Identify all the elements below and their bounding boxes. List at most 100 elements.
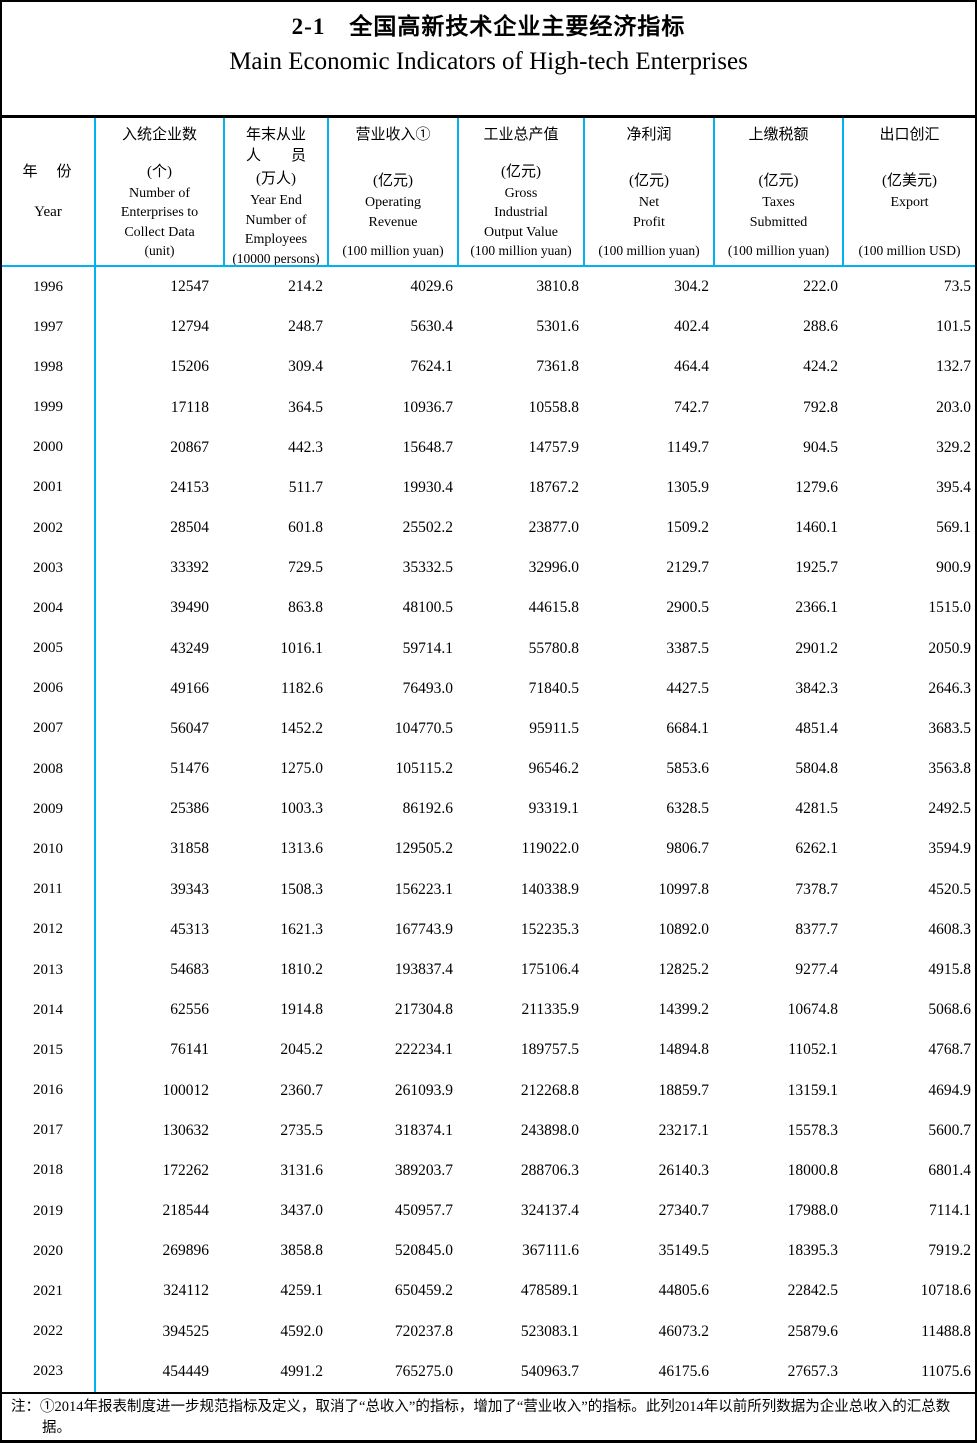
value-cell: 1810.2: [280, 961, 323, 978]
column-header-en: Year End: [250, 193, 302, 208]
column-header-zh: 入统企业数: [121, 127, 197, 143]
value-cell: 364.5: [288, 398, 323, 416]
value-cell: 189757.5: [520, 1041, 579, 1059]
value-cell: 4427.5: [666, 679, 709, 697]
year-cell: 2014: [2, 990, 96, 1031]
year-cell: 2007: [2, 708, 96, 750]
value-cell: 395.4: [936, 478, 971, 496]
table-row: 1998 15206 309.4 7624.1 7361.8 464.4 424.2 132.…: [2, 347, 975, 388]
value-cell: 7361.8: [536, 358, 579, 376]
value-cell: 222.0: [803, 278, 838, 296]
value-cell: 27340.7: [658, 1202, 709, 1220]
value-cell: 7919.2: [928, 1242, 971, 1260]
page-title-zh: 2-1 全国高新技术企业主要经济指标: [291, 14, 686, 39]
value-cell: 1460.1: [795, 519, 838, 537]
value-cell: 304.2: [674, 278, 709, 296]
value-cell: 6684.1: [666, 719, 709, 737]
value-cell: 167743.9: [394, 920, 453, 938]
value-cell: 324112: [163, 1282, 209, 1300]
value-cell: 152235.3: [520, 920, 579, 938]
value-cell: 56047: [170, 719, 209, 737]
value-cell: 49166: [170, 679, 209, 697]
value-cell: 10997.8: [658, 880, 709, 898]
year-cell: 2018: [2, 1150, 96, 1191]
value-cell: 318374.1: [394, 1121, 453, 1139]
value-cell: 6328.5: [666, 800, 709, 818]
value-cell: 46073.2: [658, 1322, 709, 1340]
value-cell: 10892.0: [658, 920, 709, 938]
value-cell: 46175.6: [658, 1362, 709, 1380]
column-header-en: Industrial: [494, 205, 548, 220]
year-cell: 2015: [2, 1030, 96, 1071]
year-cell: 2010: [2, 829, 96, 870]
value-cell: 11488.8: [921, 1322, 971, 1340]
value-cell: 464.4: [674, 358, 709, 376]
value-cell: 218544: [162, 1202, 210, 1220]
column-header-en: Operating: [365, 195, 421, 210]
value-cell: 792.8: [803, 398, 838, 416]
table-row: 2006 49166 1182.6 76493.0 71840.5 4427.5 3842.…: [2, 668, 975, 709]
value-cell: 54683: [170, 961, 209, 978]
value-cell: 18859.7: [658, 1081, 709, 1099]
value-cell: 288.6: [803, 318, 838, 336]
year-cell: 1997: [2, 307, 96, 348]
value-cell: 1182.6: [280, 679, 323, 697]
value-cell: 193837.4: [394, 961, 453, 978]
value-cell: 424.2: [803, 358, 838, 376]
column-header-year-zh: 年 份: [22, 164, 74, 181]
value-cell: 5301.6: [536, 318, 579, 336]
value-cell: 4592.0: [280, 1322, 323, 1340]
value-cell: 765275.0: [394, 1362, 453, 1380]
table-row: 2008 51476 1275.0 105115.2 96546.2 5853.6 5804…: [2, 749, 975, 790]
value-cell: 140338.9: [520, 880, 579, 898]
year-cell: 2019: [2, 1190, 96, 1232]
column-unit-zh: (个): [147, 163, 172, 180]
value-cell: 389203.7: [394, 1161, 453, 1179]
value-cell: 18000.8: [787, 1161, 838, 1179]
column-header-en: Gross: [504, 185, 538, 201]
value-cell: 4608.3: [928, 920, 971, 938]
value-cell: 1016.1: [280, 639, 323, 657]
column-header-taxes: 上缴税额 (亿元) Taxes Submitted (100 million y…: [715, 118, 844, 265]
value-cell: 1914.8: [280, 1001, 323, 1019]
value-cell: 33392: [170, 559, 209, 577]
value-cell: 729.5: [288, 559, 323, 577]
value-cell: 3131.6: [280, 1161, 323, 1179]
value-cell: 10674.8: [787, 1001, 838, 1019]
column-header-zh: 年末从业: [245, 127, 306, 143]
value-cell: 13159.1: [787, 1081, 838, 1099]
value-cell: 95911.5: [529, 719, 579, 737]
table-row: 2016 100012 2360.7 261093.9 212268.8 18859.7 1…: [2, 1070, 975, 1111]
value-cell: 20867: [170, 438, 209, 456]
column-unit-en: (100 million yuan): [727, 243, 830, 258]
value-cell: 3683.5: [928, 719, 971, 737]
table-row: 2014 62556 1914.8 217304.8 211335.9 14399.2 10…: [2, 990, 975, 1031]
value-cell: 6801.4: [928, 1161, 971, 1179]
value-cell: 288706.3: [520, 1161, 579, 1179]
year-cell: 2023: [2, 1351, 96, 1392]
column-header-en: Net: [638, 195, 660, 210]
value-cell: 45313: [170, 920, 209, 938]
value-cell: 2646.3: [928, 679, 971, 697]
value-cell: 130632: [162, 1121, 210, 1139]
value-cell: 39343: [170, 880, 209, 898]
value-cell: 2050.9: [928, 639, 971, 657]
value-cell: 4281.5: [795, 800, 838, 818]
value-cell: 3563.8: [928, 760, 971, 778]
value-cell: 1279.6: [795, 478, 838, 496]
year-cell: 2000: [2, 427, 96, 468]
value-cell: 900.9: [936, 559, 971, 577]
value-cell: 12794: [170, 318, 209, 336]
footnote-text: 注：①2014年报表制度进一步规范指标及定义，取消了“总收入”的指标，增加了“营…: [11, 1399, 951, 1436]
value-cell: 3594.9: [928, 840, 971, 858]
column-header-employees: 年末从业 人 员 (万人) Year End Number of Employe…: [225, 118, 329, 265]
column-header-zh: 上缴税额: [748, 127, 809, 143]
value-cell: 25879.6: [787, 1322, 838, 1340]
column-unit-en: (100 million yuan): [598, 243, 700, 258]
column-header-en: Revenue: [368, 214, 418, 230]
value-cell: 5804.8: [795, 760, 838, 778]
value-cell: 39490: [170, 599, 209, 617]
value-cell: 2735.5: [280, 1121, 323, 1139]
column-unit-zh: (万人): [256, 171, 296, 187]
column-header-en: Export: [890, 195, 929, 210]
